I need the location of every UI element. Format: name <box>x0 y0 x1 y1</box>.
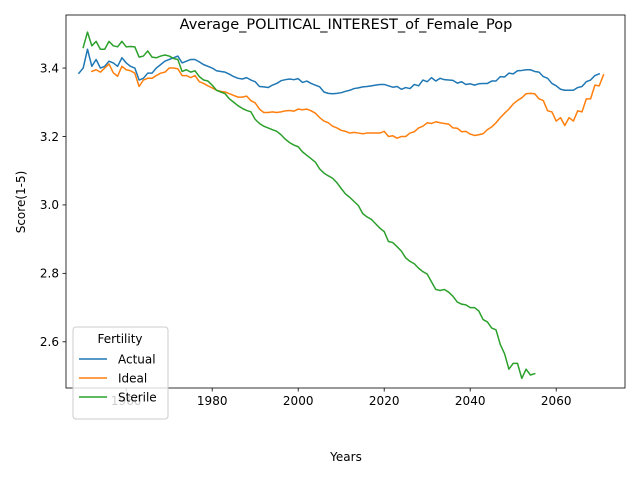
y-tick-label: 2.6 <box>40 335 59 349</box>
series-line-sterile <box>82 31 536 380</box>
legend-label-actual: Actual <box>118 352 156 366</box>
x-tick-label: 2000 <box>283 394 314 408</box>
x-tick-label: 2020 <box>369 394 400 408</box>
plot-area <box>77 31 605 380</box>
x-axis: 196019802000202020402060 <box>111 388 572 408</box>
y-axis: 2.6 2.8 3.0 3.2 3.4 <box>40 61 66 349</box>
legend-label-ideal: Ideal <box>118 371 147 385</box>
legend-box <box>72 326 169 420</box>
chart-title: Average_POLITICAL_INTEREST_of_Female_Pop <box>180 17 513 33</box>
y-tick-label: 3.0 <box>40 198 59 212</box>
legend-title: Fertility <box>97 332 142 346</box>
y-tick-label: 3.2 <box>40 130 59 144</box>
x-tick-label: 2040 <box>455 394 486 408</box>
y-axis-label: Score(1-5) <box>14 171 28 234</box>
x-tick-label: 2060 <box>541 394 572 408</box>
y-tick-label: 3.4 <box>40 61 59 75</box>
x-axis-label: Years <box>329 450 362 464</box>
series-line-actual <box>77 48 601 95</box>
axes-frame <box>65 14 626 389</box>
legend: Fertility Actual Ideal Sterile <box>72 326 169 420</box>
legend-entries: Actual Ideal Sterile <box>79 352 157 404</box>
legend-label-sterile: Sterile <box>118 390 157 404</box>
x-tick-label: 1980 <box>197 394 228 408</box>
series-line-ideal <box>90 63 605 139</box>
y-tick-label: 2.8 <box>40 267 59 281</box>
